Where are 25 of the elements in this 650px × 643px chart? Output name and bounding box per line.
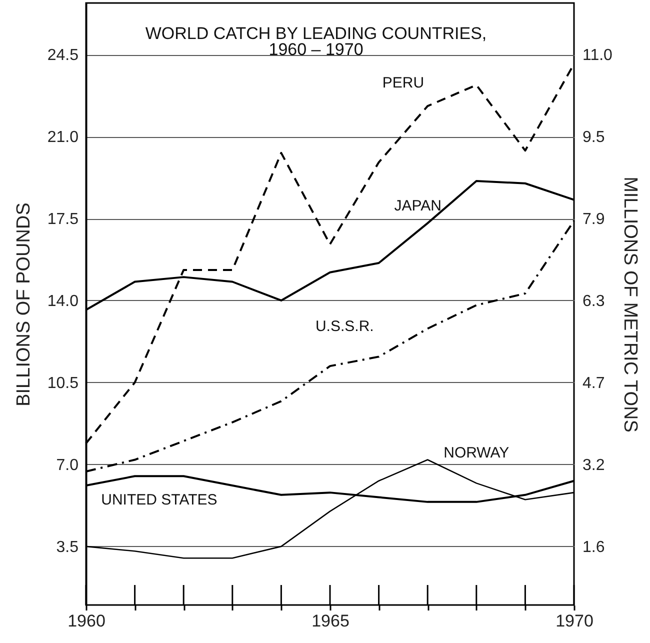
x-tick-label: 1960 [68, 612, 106, 630]
text: WORLD CATCH BY LEADING COUNTRIES, 1960 – 1970 [145, 24, 487, 59]
y2-tick-label: 6.3 [582, 292, 605, 310]
y-tick-label: 24.5 [47, 47, 79, 64]
y-tick-label: 21.0 [47, 129, 79, 146]
y-tick-label: 17.5 [47, 211, 79, 228]
y2-tick-label: 4.7 [582, 374, 605, 392]
series-label: NORWAY [444, 444, 510, 462]
y-tick-label: 10.5 [47, 374, 79, 392]
series-label: PERU [382, 74, 424, 92]
y2-tick-label: 9.5 [582, 129, 605, 146]
y2-tick-label: 3.2 [582, 456, 605, 474]
y2-tick-label: 11.0 [582, 47, 613, 64]
y2-axis-title: MILLIONS OF METRIC TONS [619, 176, 640, 432]
series-label: U.S.S.R. [315, 318, 374, 335]
y2-tick-label: 1.6 [582, 538, 605, 556]
y-axis-title: BILLIONS OF POUNDS [13, 202, 34, 406]
x-tick-label: 1970 [556, 612, 594, 630]
y-tick-label: 3.5 [56, 538, 79, 556]
series-label: UNITED STATES [101, 492, 218, 509]
x-tick-label: 1965 [312, 612, 350, 630]
y-tick-label: 7.0 [56, 456, 79, 474]
y-tick-label: 14.0 [47, 292, 79, 310]
series-label: JAPAN [394, 197, 442, 214]
y2-tick-label: 7.9 [582, 211, 605, 228]
